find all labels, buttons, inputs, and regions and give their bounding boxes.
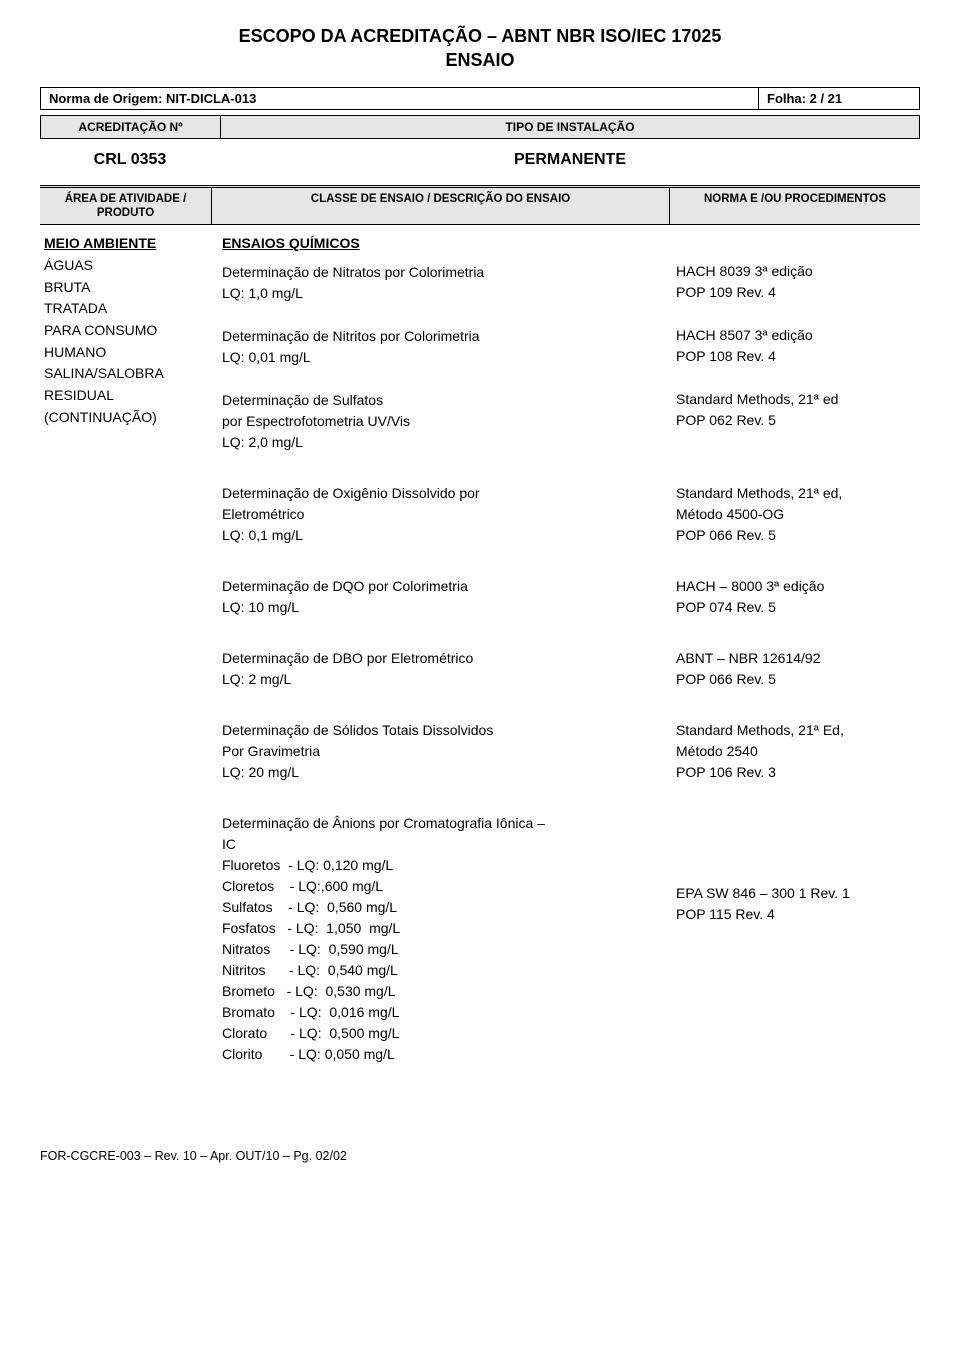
norm-line: HACH 8039 3ª edição	[676, 261, 914, 282]
desc-line: Determinação de DQO por Colorimetria	[222, 576, 660, 597]
footer: FOR-CGCRE-003 – Rev. 10 – Apr. OUT/10 – …	[40, 1149, 920, 1163]
desc-line: Determinação de Ânions por Cromatografia…	[222, 813, 660, 834]
area-title: MEIO AMBIENTE	[44, 233, 204, 255]
norm-line: Standard Methods, 21ª Ed,	[676, 720, 914, 741]
ion-row: Nitratos - LQ: 0,590 mg/L	[222, 939, 660, 960]
norm-line: POP 106 Rev. 3	[676, 762, 914, 783]
norm-line: Standard Methods, 21ª ed,	[676, 483, 914, 504]
norm-block: EPA SW 846 – 300 1 Rev. 1 POP 115 Rev. 4	[676, 883, 914, 925]
folha-label: Folha: 2 / 21	[759, 88, 919, 109]
norm-line: POP 066 Rev. 5	[676, 669, 914, 690]
ion-row: Brometo - LQ: 0,530 mg/L	[222, 981, 660, 1002]
instalacao-value: PERMANENTE	[220, 143, 920, 179]
acreditacao-header-row: ACREDITAÇÃO Nº TIPO DE INSTALAÇÃO	[40, 115, 920, 139]
norm-line: Standard Methods, 21ª ed	[676, 389, 914, 410]
area-line: (CONTINUAÇÃO)	[44, 407, 204, 429]
desc-line: Determinação de Oxigênio Dissolvido por	[222, 483, 660, 504]
area-line: RESIDUAL	[44, 385, 204, 407]
norm-block: Standard Methods, 21ª ed POP 062 Rev. 5	[676, 389, 914, 431]
desc-line: Determinação de Nitritos por Colorimetri…	[222, 326, 660, 347]
desc-line: IC	[222, 834, 660, 855]
desc-line: LQ: 2,0 mg/L	[222, 432, 660, 453]
title-line-2: ENSAIO	[40, 48, 920, 72]
tipo-instalacao-label: TIPO DE INSTALAÇÃO	[221, 116, 919, 138]
header-norm: NORMA E /OU PROCEDIMENTOS	[670, 188, 920, 225]
ensaios-quimicos-label: ENSAIOS QUÍMICOS	[222, 233, 660, 254]
title-line-1: ESCOPO DA ACREDITAÇÃO – ABNT NBR ISO/IEC…	[40, 24, 920, 48]
ion-row: Nitritos - LQ: 0,540 mg/L	[222, 960, 660, 981]
ion-row: Cloretos - LQ:,600 mg/L	[222, 876, 660, 897]
norma-row: Norma de Origem: NIT-DICLA-013 Folha: 2 …	[40, 87, 920, 110]
norm-line: POP 062 Rev. 5	[676, 410, 914, 431]
desc-line: Determinação de DBO por Eletrométrico	[222, 648, 660, 669]
crl-row: CRL 0353 PERMANENTE	[40, 143, 920, 179]
crl-number: CRL 0353	[40, 143, 220, 179]
desc-block: Determinação de Oxigênio Dissolvido por …	[222, 483, 660, 546]
norm-line: POP 108 Rev. 4	[676, 346, 914, 367]
area-line: BRUTA	[44, 277, 204, 299]
content-grid: MEIO AMBIENTE ÁGUAS BRUTA TRATADA PARA C…	[40, 225, 920, 1095]
desc-line: Determinação de Sulfatos	[222, 390, 660, 411]
norm-line: POP 074 Rev. 5	[676, 597, 914, 618]
area-column: MEIO AMBIENTE ÁGUAS BRUTA TRATADA PARA C…	[40, 225, 212, 1095]
norm-column: HACH 8039 3ª edição POP 109 Rev. 4 HACH …	[670, 225, 920, 1095]
ion-row: Clorato - LQ: 0,500 mg/L	[222, 1023, 660, 1044]
header-area: ÁREA DE ATIVIDADE / PRODUTO	[40, 188, 212, 225]
norm-line: POP 109 Rev. 4	[676, 282, 914, 303]
desc-line: Eletrométrico	[222, 504, 660, 525]
norm-line: POP 066 Rev. 5	[676, 525, 914, 546]
norm-block: HACH 8039 3ª edição POP 109 Rev. 4	[676, 261, 914, 303]
desc-line: LQ: 0,1 mg/L	[222, 525, 660, 546]
table-header-row: ÁREA DE ATIVIDADE / PRODUTO CLASSE DE EN…	[40, 185, 920, 226]
norm-line: POP 115 Rev. 4	[676, 904, 914, 925]
norma-origem: Norma de Origem: NIT-DICLA-013	[41, 88, 759, 109]
area-line: TRATADA	[44, 298, 204, 320]
norm-block: HACH – 8000 3ª edição POP 074 Rev. 5	[676, 576, 914, 618]
desc-block: Determinação de Sulfatos por Espectrofot…	[222, 390, 660, 453]
desc-line: LQ: 1,0 mg/L	[222, 283, 660, 304]
desc-line: LQ: 20 mg/L	[222, 762, 660, 783]
desc-block: Determinação de DBO por Eletrométrico LQ…	[222, 648, 660, 690]
desc-block: Determinação de DQO por Colorimetria LQ:…	[222, 576, 660, 618]
norm-line: HACH 8507 3ª edição	[676, 325, 914, 346]
header-desc: CLASSE DE ENSAIO / DESCRIÇÃO DO ENSAIO	[212, 188, 670, 225]
desc-line: Determinação de Sólidos Totais Dissolvid…	[222, 720, 660, 741]
ion-row: Bromato - LQ: 0,016 mg/L	[222, 1002, 660, 1023]
norm-line: ABNT – NBR 12614/92	[676, 648, 914, 669]
acreditacao-n-label: ACREDITAÇÃO Nº	[41, 116, 221, 138]
norm-line: HACH – 8000 3ª edição	[676, 576, 914, 597]
ion-row: Clorito - LQ: 0,050 mg/L	[222, 1044, 660, 1065]
ion-row: Fluoretos - LQ: 0,120 mg/L	[222, 855, 660, 876]
area-line: ÁGUAS	[44, 255, 204, 277]
norm-line: Método 2540	[676, 741, 914, 762]
desc-line: Determinação de Nitratos por Colorimetri…	[222, 262, 660, 283]
norm-block: Standard Methods, 21ª ed, Método 4500-OG…	[676, 483, 914, 546]
area-line: SALINA/SALOBRA	[44, 363, 204, 385]
desc-block: Determinação de Nitratos por Colorimetri…	[222, 262, 660, 304]
norm-line: EPA SW 846 – 300 1 Rev. 1	[676, 883, 914, 904]
desc-block: Determinação de Sólidos Totais Dissolvid…	[222, 720, 660, 783]
desc-line: LQ: 0,01 mg/L	[222, 347, 660, 368]
desc-block: Determinação de Nitritos por Colorimetri…	[222, 326, 660, 368]
ion-row: Fosfatos - LQ: 1,050 mg/L	[222, 918, 660, 939]
desc-line: LQ: 10 mg/L	[222, 597, 660, 618]
area-line: PARA CONSUMO HUMANO	[44, 320, 204, 363]
norm-block: HACH 8507 3ª edição POP 108 Rev. 4	[676, 325, 914, 367]
desc-column: ENSAIOS QUÍMICOS Determinação de Nitrato…	[212, 225, 670, 1095]
desc-block-anions: Determinação de Ânions por Cromatografia…	[222, 813, 660, 1065]
desc-line: Por Gravimetria	[222, 741, 660, 762]
norm-block: Standard Methods, 21ª Ed, Método 2540 PO…	[676, 720, 914, 783]
norm-line: Método 4500-OG	[676, 504, 914, 525]
desc-line: LQ: 2 mg/L	[222, 669, 660, 690]
desc-line: por Espectrofotometria UV/Vis	[222, 411, 660, 432]
ion-row: Sulfatos - LQ: 0,560 mg/L	[222, 897, 660, 918]
page-title: ESCOPO DA ACREDITAÇÃO – ABNT NBR ISO/IEC…	[40, 24, 920, 73]
norm-block: ABNT – NBR 12614/92 POP 066 Rev. 5	[676, 648, 914, 690]
